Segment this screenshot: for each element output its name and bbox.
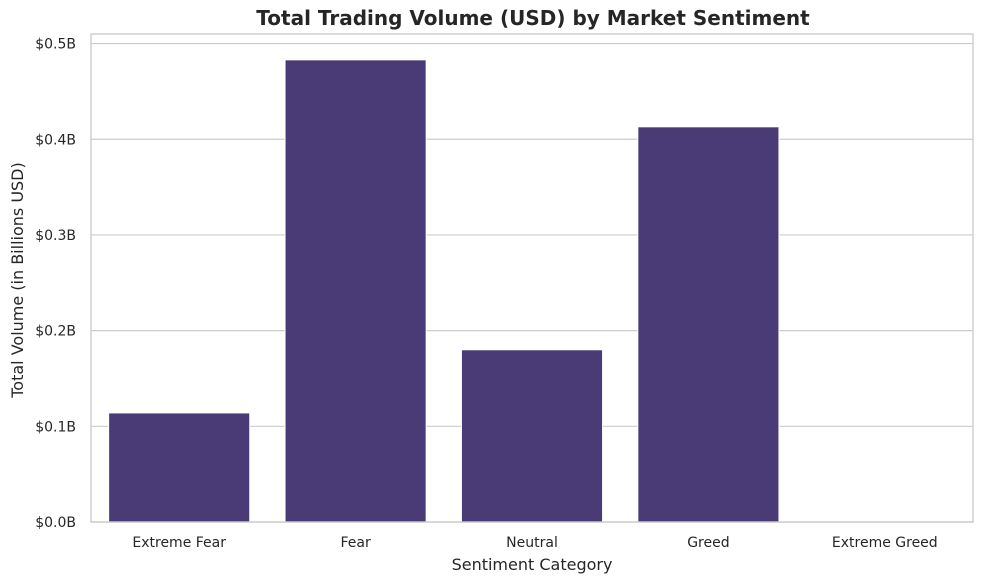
bar-greed bbox=[637, 126, 780, 523]
x-axis-ticks: Extreme Fear Fear Neutral Greed Extreme Gree… bbox=[132, 535, 937, 551]
x-axis-label: Sentiment Category bbox=[452, 555, 613, 574]
x-tick-label: Neutral bbox=[506, 535, 558, 551]
y-axis-label: Total Volume (in Billions USD) bbox=[8, 162, 27, 399]
y-tick-label: $0.5B bbox=[35, 37, 76, 53]
y-tick-label: $0.3B bbox=[35, 228, 76, 244]
y-tick-label: $0.0B bbox=[35, 515, 76, 531]
x-tick-label: Greed bbox=[687, 535, 729, 551]
y-tick-label: $0.2B bbox=[35, 324, 76, 340]
plot-frame bbox=[90, 33, 974, 523]
bar-fear bbox=[284, 59, 427, 523]
chart-title: Total Trading Volume (USD) by Market Sen… bbox=[256, 6, 810, 30]
y-tick-label: $0.1B bbox=[35, 419, 76, 435]
bars bbox=[108, 59, 780, 523]
y-tick-label: $0.4B bbox=[35, 132, 76, 148]
bar-neutral bbox=[460, 349, 604, 523]
x-tick-label: Extreme Greed bbox=[832, 535, 938, 551]
x-tick-label: Fear bbox=[340, 535, 370, 551]
y-axis-ticks: $0.0B $0.1B $0.2B $0.3B $0.4B $0.5B bbox=[35, 37, 76, 531]
x-tick-label: Extreme Fear bbox=[132, 535, 226, 551]
bar-extreme-fear bbox=[108, 412, 251, 523]
